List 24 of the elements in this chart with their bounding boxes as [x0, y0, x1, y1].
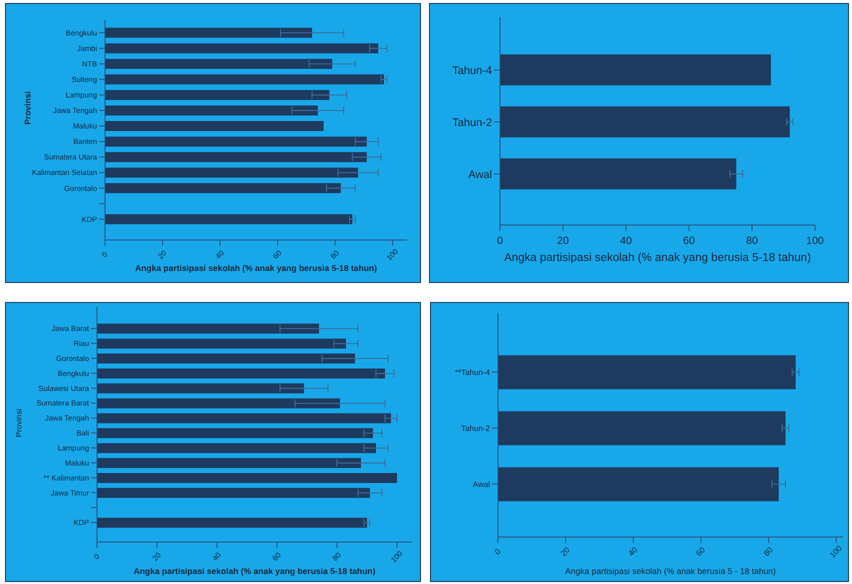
- x-axis-title: Angka partisipasi sekolah (% anak yang berusia 5-18 tahun): [135, 263, 377, 274]
- x-tick-label: 100: [828, 543, 844, 560]
- x-tick-label: 80: [746, 234, 758, 247]
- x-tick-label: 60: [683, 234, 695, 247]
- x-tick-label: 40: [620, 234, 632, 247]
- y-axis-title: Provinsi: [22, 91, 32, 125]
- x-axis-title: Angka partisipasi sekolah (% anak berusia 5 - 18 tahun): [565, 566, 776, 576]
- y-tick-label: Tahun-4: [452, 64, 492, 77]
- y-tick-label: Awal: [472, 480, 490, 489]
- x-tick-label: 20: [559, 545, 572, 558]
- y-tick-label: Tahun-2: [452, 116, 492, 129]
- y-tick-label: Awal: [468, 168, 492, 181]
- x-tick-label: 40: [626, 545, 640, 558]
- x-tick-label: 0: [492, 546, 503, 556]
- x-tick-label: 60: [694, 545, 708, 558]
- x-axis-title: Angka partisipasi sekolah (% anak yang berusia 5-18 tahun): [134, 566, 376, 576]
- x-axis-title: Angka partisipasi sekolah (% anak yang berusia 5-18 tahun): [504, 252, 811, 264]
- x-tick-label: 0: [497, 234, 504, 247]
- y-tick-label: **Tahun-4: [454, 368, 491, 377]
- y-tick-label: Tahun-2: [461, 424, 491, 433]
- x-tick-label: 20: [557, 234, 569, 247]
- x-tick-label: 80: [762, 545, 776, 558]
- y-axis-title: Provinsi: [14, 408, 24, 438]
- x-tick-label: 100: [806, 234, 824, 247]
